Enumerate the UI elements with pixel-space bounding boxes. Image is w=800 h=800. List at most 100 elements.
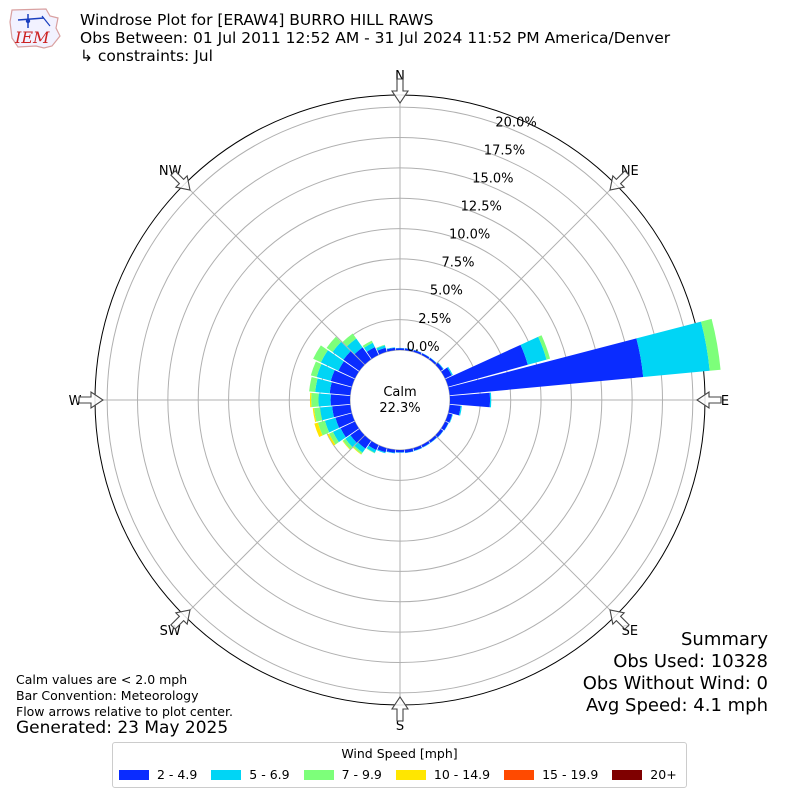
windrose-bar [445, 413, 453, 423]
windrose-bar [320, 350, 344, 371]
legend-swatch [119, 769, 149, 780]
windrose-bar [340, 421, 359, 438]
compass-label: S [396, 719, 404, 734]
windrose-bar [342, 440, 351, 450]
summary-avg-speed: Avg Speed: 4.1 mph [586, 695, 768, 716]
radial-tick-label: 20.0% [495, 115, 536, 130]
legend-item: 7 - 9.9 [303, 767, 382, 782]
legend-swatch [211, 769, 242, 780]
windrose-bar [636, 321, 710, 378]
windrose-bar [329, 382, 352, 396]
legend-item: 20+ [612, 767, 677, 782]
obs-between: Obs Between: 01 Jul 2011 12:52 AM - 31 J… [80, 29, 671, 47]
grid-spoke [435, 435, 617, 617]
flow-arrow-icon [390, 78, 410, 104]
flow-arrow-icon [78, 390, 104, 410]
windrose-bar [310, 361, 322, 378]
radial-grid [94, 94, 706, 706]
windrose-bar [330, 394, 351, 406]
windrose-bar [315, 378, 332, 394]
windrose-bar [332, 428, 346, 443]
windrose-bar [313, 345, 328, 363]
legend-item: 2 - 4.9 [119, 767, 197, 782]
windrose-bar [366, 445, 377, 453]
windrose-bar [324, 417, 340, 433]
windrose-bar [309, 376, 318, 392]
windrose-bar [395, 452, 405, 453]
windrose-bar [435, 428, 444, 438]
windrose-bar [376, 344, 385, 349]
windrose-bar [449, 392, 491, 408]
windrose-bar [435, 362, 444, 372]
legend-label: 10 - 14.9 [433, 767, 491, 782]
windrose-bar [327, 433, 336, 446]
legend-label: 2 - 4.9 [157, 767, 198, 782]
windrose-bar [404, 448, 414, 453]
legend-label: 20+ [650, 767, 677, 782]
windrose-bar [366, 448, 375, 454]
compass-label: E [721, 394, 729, 409]
windrose-bar [312, 408, 317, 423]
windrose-bar [447, 366, 453, 376]
legend-swatch [504, 769, 535, 780]
windrose-bar [448, 404, 461, 416]
windrose-bar [377, 449, 386, 454]
windrose-bar [421, 353, 430, 359]
windrose-bar [449, 414, 453, 423]
legend-label: 7 - 9.9 [341, 767, 382, 782]
calm-circle [351, 351, 449, 449]
windrose-bar [311, 392, 319, 408]
windrose-bar [448, 338, 644, 396]
legend-title: Wind Speed [mph] [341, 746, 458, 761]
windrose-bar [386, 448, 396, 453]
windrose-bar [377, 445, 387, 453]
windrose-bar [330, 370, 355, 387]
windrose-bar [395, 449, 405, 453]
windrose-bar [428, 435, 437, 443]
flow-arrow-icon [609, 170, 630, 191]
flow-arrows-note: Flow arrows relative to plot center. [16, 704, 233, 719]
windrose-bar [362, 340, 373, 348]
legend-item: 5 - 6.9 [211, 767, 290, 782]
windrose-bar [318, 393, 331, 407]
windrose-bar [520, 336, 547, 365]
windrose-bar [413, 447, 423, 452]
windrose-bar [346, 338, 363, 355]
legend: Wind Speed [mph] 2 - 4.9 5 - 6.9 7 - 9.9 10… [112, 742, 687, 788]
radial-tick-label: 15.0% [472, 172, 513, 187]
windrose-bar [366, 347, 379, 359]
windrose-bar [386, 347, 396, 350]
radial-tick-label: 7.5% [441, 256, 474, 271]
windrose-bar [313, 407, 323, 422]
iem-logo-text: IEM [14, 28, 50, 47]
calm-value: 22.3% [379, 401, 420, 416]
windrose-bar [413, 349, 422, 353]
windrose-bar [437, 430, 444, 438]
windrose-bar [342, 333, 357, 347]
windrose-bar [428, 357, 437, 365]
windrose-bar [376, 345, 386, 351]
windrose-bar [364, 342, 375, 352]
iem-logo: IEM [9, 8, 61, 49]
windrose-bar [422, 352, 430, 358]
compass-label: N [395, 69, 405, 84]
legend-item: 10 - 14.9 [395, 767, 491, 782]
compass-label: W [69, 394, 82, 409]
windrose-bar [345, 435, 357, 448]
windrose-bar [342, 438, 353, 450]
radial-tick-label: 5.0% [430, 284, 463, 299]
flow-arrow-icon [170, 170, 191, 191]
legend-label: 5 - 6.9 [249, 767, 290, 782]
legend-label: 15 - 19.9 [542, 767, 599, 782]
flow-arrow-icon [609, 609, 630, 630]
grid-spoke [183, 435, 365, 617]
windrose-bar [309, 392, 312, 408]
plot-title: Windrose Plot for [ERAW4] BURRO HILL RAW… [80, 11, 434, 29]
windrose-bar [332, 404, 352, 418]
legend-swatch [395, 769, 426, 780]
legend-items: 2 - 4.9 5 - 6.9 7 - 9.9 10 - 14.9 15 - 19.9 2… [119, 767, 691, 782]
windrose-bar [314, 422, 323, 437]
windrose-bar [701, 318, 721, 371]
radial-tick-label: 0.0% [407, 340, 440, 355]
